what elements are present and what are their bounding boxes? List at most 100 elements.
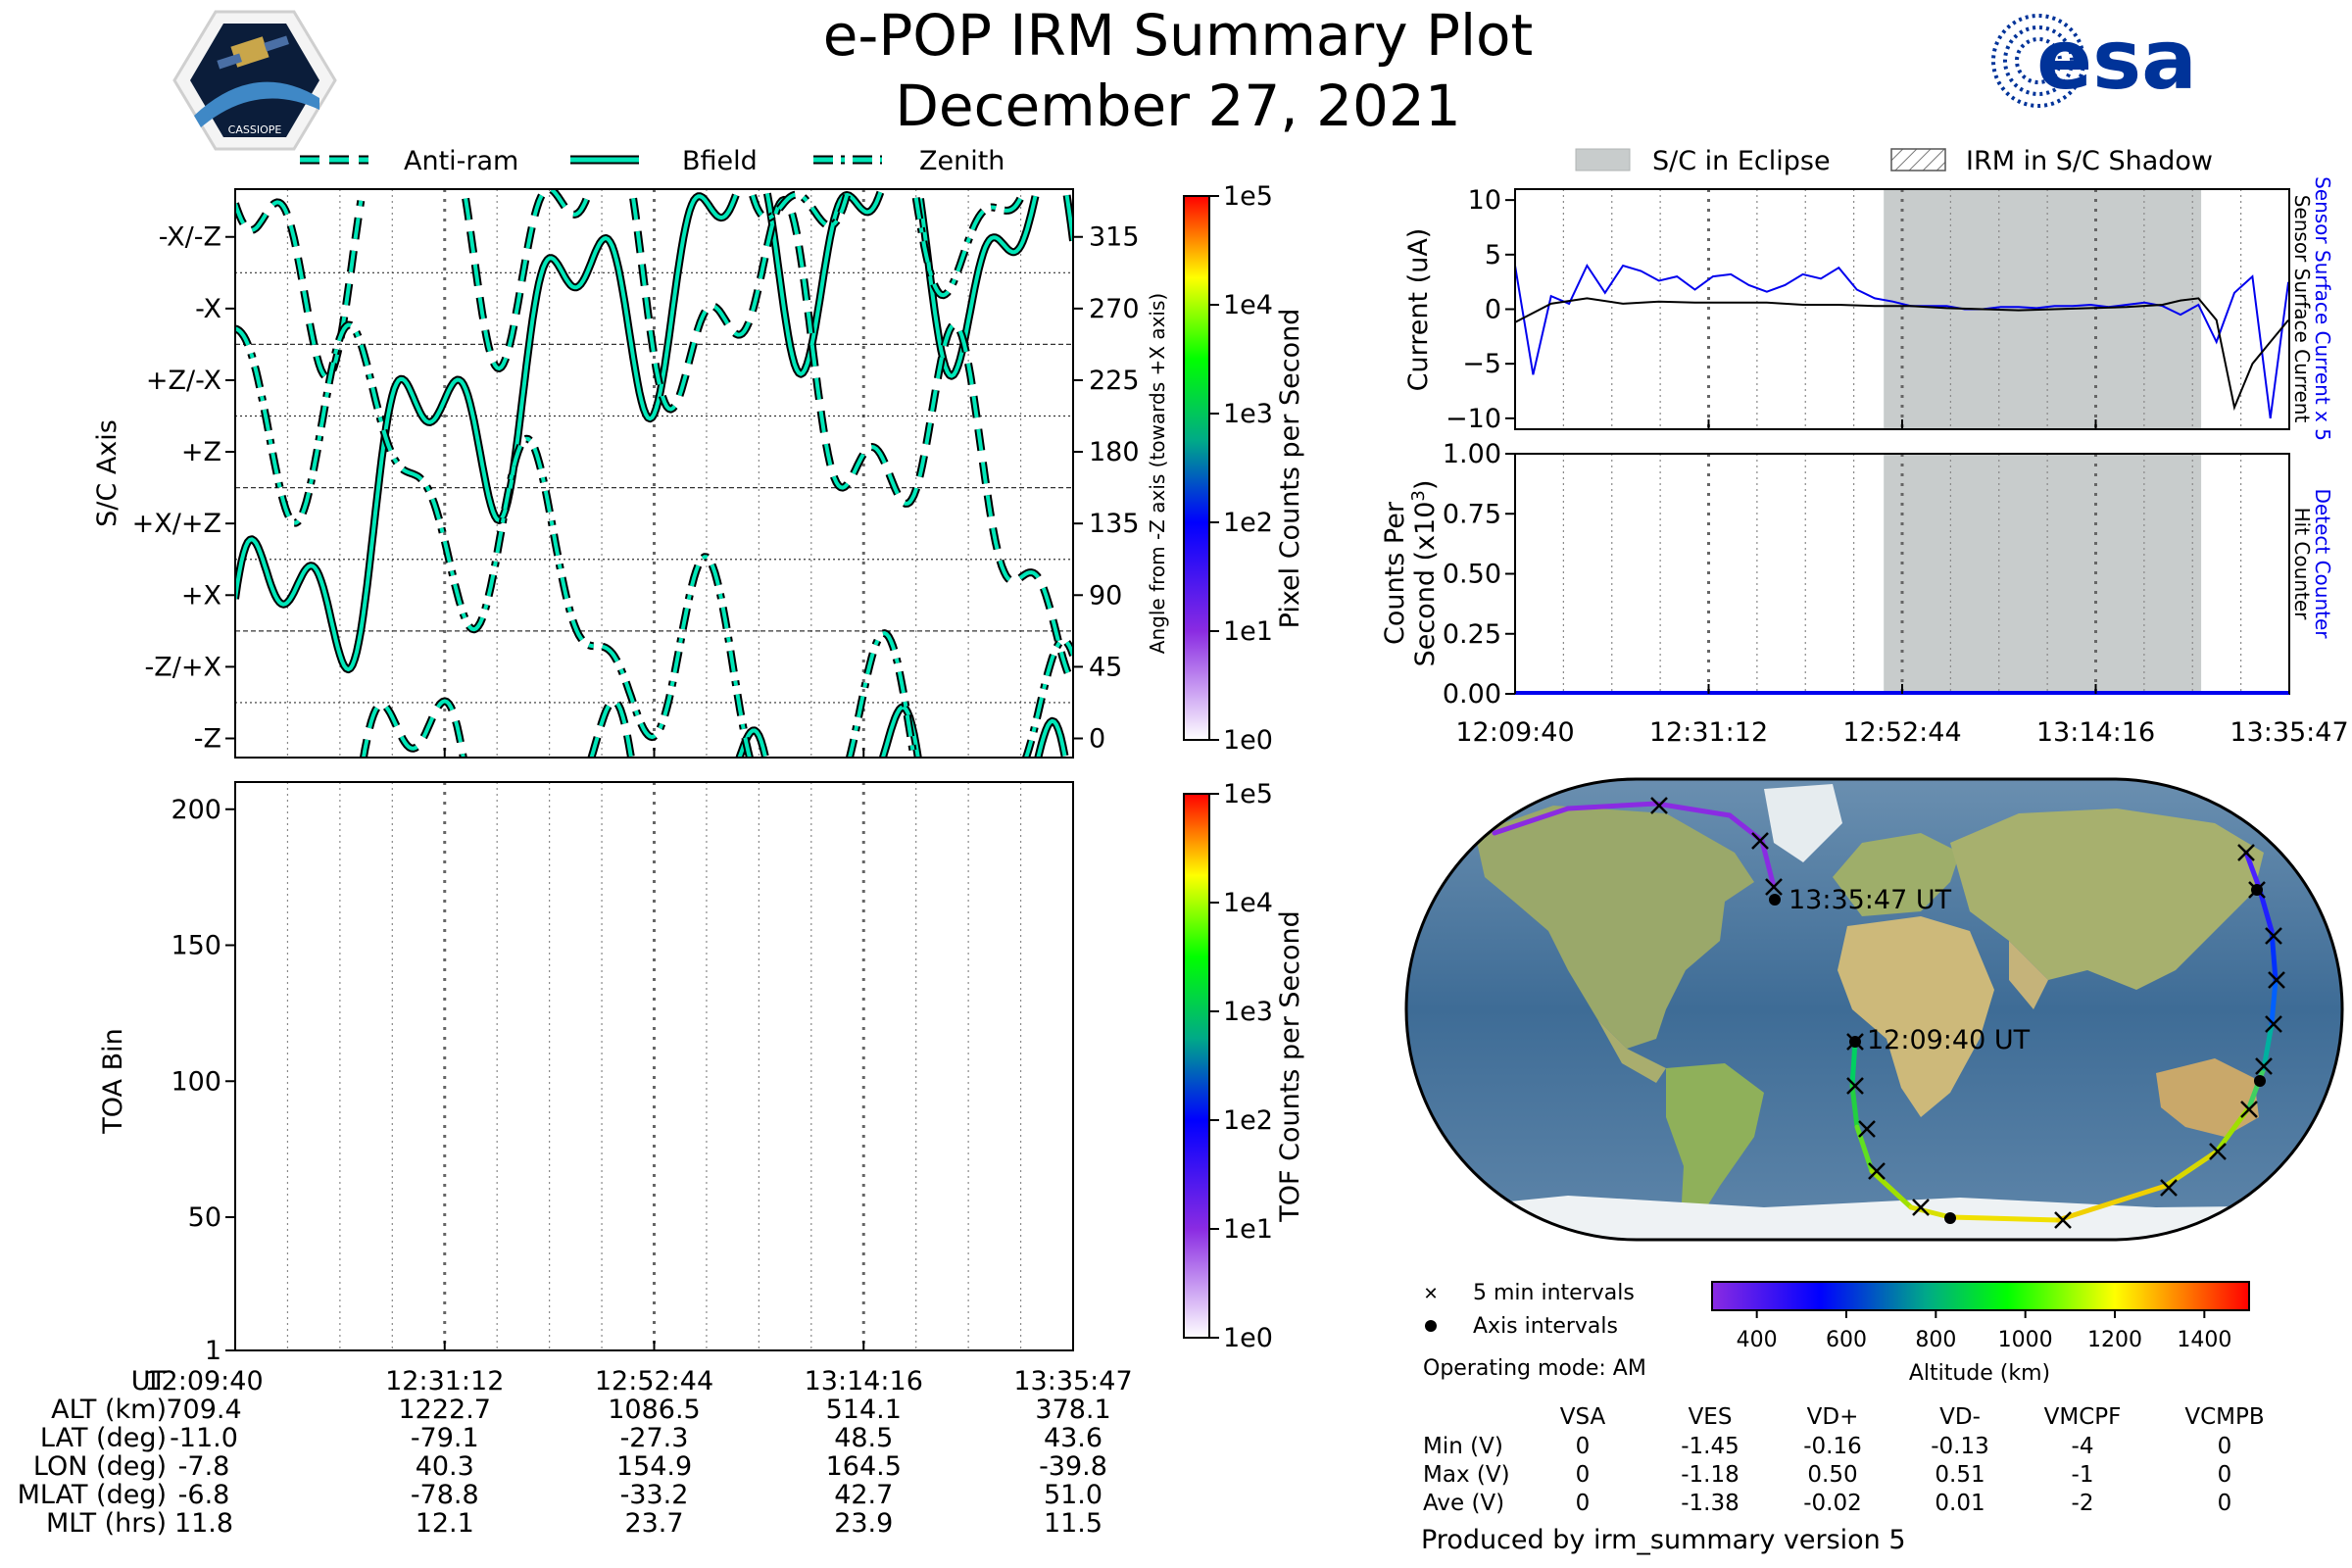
ephemeris-row-label: LON (deg) [33, 1451, 167, 1482]
ephemeris-cell: 23.7 [624, 1508, 683, 1539]
y-ticklabel: 0.50 [1443, 560, 1501, 590]
y-ticklabel: -Z/+X [145, 652, 221, 682]
x-ticklabel: 13:35:47 [2230, 717, 2348, 748]
ephemeris-cell: -6.8 [178, 1480, 230, 1510]
voltage-cell: 0 [1576, 1491, 1591, 1516]
tof-colorbar-ticklabel: 1e1 [1223, 1214, 1273, 1245]
ephemeris-cell: -27.3 [620, 1423, 689, 1453]
five-min-marker [2265, 927, 2282, 945]
legend-bfield: Bfield [682, 146, 758, 176]
tof-colorbar-ticklabel: 1e4 [1223, 888, 1273, 918]
ephemeris-cell: 51.0 [1044, 1480, 1102, 1510]
zenith-trace [235, 322, 752, 758]
counts-eclipse-band [1562, 454, 2242, 694]
current-y2label-blue: Sensor Surface Current x 5 [2311, 176, 2334, 441]
y-ticklabel: -X/-Z [159, 222, 221, 253]
pixel-colorbar-ticklabel: 1e2 [1223, 508, 1273, 538]
pixel-colorbar-ticklabel: 1e1 [1223, 616, 1273, 647]
voltage-cell: -0.13 [1931, 1434, 1989, 1459]
y2-ticklabel: 315 [1089, 222, 1140, 253]
ephemeris-cell: 709.4 [166, 1395, 241, 1425]
y2-ticklabel: 135 [1089, 509, 1140, 539]
legend-zenith: Zenith [919, 146, 1004, 176]
y2-ticklabel: 90 [1089, 580, 1122, 611]
y2-ticklabel: 225 [1089, 366, 1140, 396]
five-min-marker [2255, 1057, 2273, 1075]
ephemeris-cell: 13:14:16 [805, 1366, 923, 1396]
five-min-marker [2265, 1015, 2282, 1033]
zenith-trace [1023, 638, 1073, 758]
orbit-segment [2246, 1065, 2267, 1110]
current-series [1515, 263, 2289, 419]
orbit-segment [2261, 1021, 2275, 1071]
orbit-track [1492, 797, 2285, 1229]
axis-interval-marker [2251, 884, 2263, 896]
voltage-row-label: Ave (V) [1423, 1491, 1504, 1516]
pixel-colorbar: 1e5 1e4 1e3 1e2 1e1 1e0 Pixel Counts per Seco… [1183, 181, 1305, 756]
voltage-cell: -0.02 [1803, 1491, 1862, 1516]
y2-ticklabel: 0 [1089, 724, 1105, 755]
five-min-marker [1868, 1162, 1886, 1180]
ephemeris-cell: 13:35:47 [1013, 1366, 1132, 1396]
voltage-column-header: VCMPB [2184, 1404, 2264, 1430]
tof-colorbar-ticklabel: 1e0 [1223, 1323, 1273, 1353]
dot-marker-icon [1425, 1320, 1437, 1332]
ephemeris-cell: 23.9 [834, 1508, 893, 1539]
y-ticklabel: 0 [1485, 295, 1501, 325]
five-min-marker [2240, 1101, 2258, 1118]
orbit-segment [1759, 838, 1777, 890]
map-legend: ✕ 5 min intervals Axis intervals Operati… [1423, 1281, 1646, 1381]
five-min-marker [1765, 878, 1783, 896]
y-ticklabel: 0.25 [1443, 619, 1501, 650]
voltage-cell: 0.51 [1935, 1462, 1984, 1488]
counts-x-ticklabels: 12:09:40 12:31:12 12:52:44 13:14:16 13:35:47 [1455, 717, 2348, 748]
pixel-colorbar-ticklabel: 1e4 [1223, 290, 1273, 320]
ephemeris-cell: 378.1 [1035, 1395, 1110, 1425]
ephemeris-cell: 11.8 [174, 1508, 233, 1539]
tof-colorbar-ticklabel: 1e3 [1223, 997, 1273, 1027]
voltage-column-header: VES [1689, 1404, 1733, 1430]
orbit-segment [1849, 1039, 1858, 1089]
ephemeris-cell: 48.5 [834, 1423, 893, 1453]
ephemeris-row-label: LAT (deg) [40, 1423, 167, 1453]
five-min-marker [1858, 1120, 1876, 1138]
zenith-trace [913, 192, 1025, 298]
orientation-traces [235, 189, 1073, 758]
ephemeris-row-label: MLAT (deg) [18, 1480, 167, 1510]
five-min-marker [1650, 797, 1668, 814]
five-min-marker [2160, 1179, 2178, 1197]
five-min-marker [1751, 832, 1769, 850]
y-ticklabel: +X [181, 580, 221, 611]
counts-ylabel-line2: Second (x103) [1408, 480, 1441, 667]
y2-ticklabel: 45 [1089, 652, 1122, 682]
map-land [1421, 784, 2332, 1240]
map-start-label: 12:09:40 UT [1867, 1025, 2031, 1055]
orientation-ylabel: S/C Axis [92, 419, 122, 527]
y-ticklabel: 1 [205, 1336, 221, 1366]
y-ticklabel: 1.00 [1443, 439, 1501, 469]
anti-ram-trace [631, 197, 1073, 683]
altitude-ticklabel: 1200 [2087, 1328, 2142, 1352]
current-eclipse-band [1562, 189, 2242, 429]
voltage-column-header: VMCPF [2044, 1404, 2122, 1430]
orientation-legend: Anti-ram Bfield Zenith [300, 146, 1004, 176]
mission-badge: CASSIOPE [172, 10, 337, 151]
y-ticklabel: +Z [181, 437, 221, 467]
current-ylabel: Current (uA) [1403, 228, 1434, 392]
ephemeris-cell: -7.8 [178, 1451, 230, 1482]
y-ticklabel: −10 [1446, 404, 1501, 434]
voltage-column-header: VSA [1560, 1404, 1606, 1430]
voltage-cell: -2 [2072, 1491, 2094, 1516]
altitude-colorbar-label: Altitude (km) [1909, 1361, 2050, 1386]
bfield-trace [1064, 194, 1073, 242]
orbit-segment [1947, 1214, 2061, 1223]
ephemeris-cell: 154.9 [616, 1451, 692, 1482]
pixel-colorbar-ticklabel: 1e5 [1223, 181, 1273, 212]
voltage-cell: 0 [2218, 1434, 2232, 1459]
altitude-ticklabel: 400 [1737, 1328, 1778, 1352]
voltage-table: VSA VES VD+ VD- VMCPF VCMPB Min (V) 0 -1.45 -0.16… [1423, 1404, 2265, 1516]
tof-colorbar-ticklabel: 1e5 [1223, 779, 1273, 809]
orbit-segment [2055, 1183, 2169, 1223]
altitude-ticklabel: 1400 [2177, 1328, 2231, 1352]
